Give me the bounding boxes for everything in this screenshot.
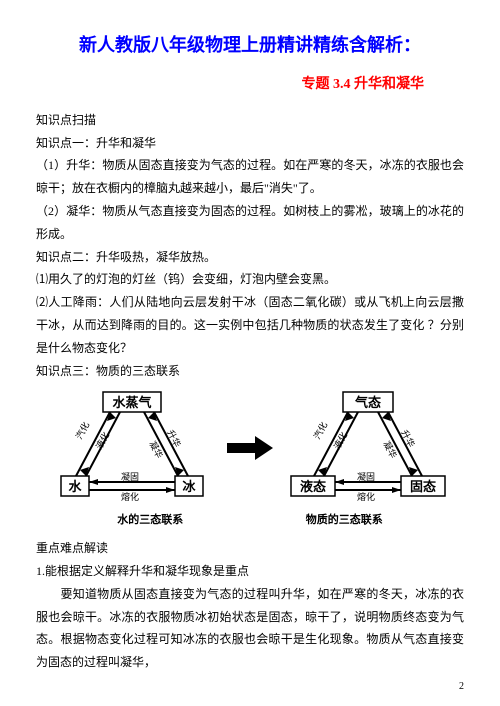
line2-0: 重点难点解读 <box>36 537 464 560</box>
svg-text:熔化: 熔化 <box>121 491 139 502</box>
line2-2: 要知道物质从固态直接变为气态的过程叫升华，如在严寒的冬天，冰冻的衣服也会晾干。冰… <box>36 583 464 674</box>
line-4: 知识点二：升华吸热，凝华放热。 <box>36 246 464 269</box>
arrow-right-icon <box>225 433 275 463</box>
svg-text:熔化: 熔化 <box>357 491 375 502</box>
svg-text:汽化: 汽化 <box>73 420 91 441</box>
doc-title: 新人教版八年级物理上册精讲精练含解析： <box>36 28 464 62</box>
node-br: 冰 <box>182 479 196 494</box>
svg-text:凝华: 凝华 <box>381 439 399 460</box>
line-2: （1）升华：物质从固态直接变为气态的过程。如在严寒的冬天，冰冻的衣服也会晾干；放… <box>36 154 464 200</box>
line-7: 知识点三：物质的三态联系 <box>36 360 464 383</box>
diagram-matter-states: 气态 液态 固态 汽化 液化 升华 凝华 凝固 熔化 <box>283 388 453 508</box>
svg-text:凝固: 凝固 <box>121 472 139 482</box>
node-bl: 液态 <box>300 479 326 494</box>
line-5: ⑴用久了的灯泡的灯丝（钨）会变细，灯泡内壁会变黑。 <box>36 268 464 291</box>
line-6: ⑵人工降雨：人们从陆地向云层发射干冰（固态二氧化碳）或从飞机上向云层撒干冰，从而… <box>36 291 464 359</box>
node-top: 气态 <box>355 395 381 410</box>
line-0: 知识点扫描 <box>36 109 464 132</box>
node-bl: 水 <box>68 479 82 494</box>
svg-text:凝固: 凝固 <box>357 472 375 482</box>
caption-left: 水的三态联系 <box>117 510 183 531</box>
svg-text:汽化: 汽化 <box>311 420 329 441</box>
doc-subtitle: 专题 3.4 升华和凝华 <box>36 72 464 99</box>
line2-1: 1.能根据定义解释升华和凝华现象是重点 <box>36 560 464 583</box>
node-top: 水蒸气 <box>112 395 151 410</box>
diagram-water-states: 水蒸气 水 冰 汽化 液化 升华 凝华 凝固 熔化 <box>47 388 217 508</box>
caption-right: 物质的三态联系 <box>306 510 383 531</box>
node-br: 固态 <box>410 479 436 494</box>
svg-text:凝华: 凝华 <box>147 439 165 460</box>
line-1: 知识点一：升华和凝华 <box>36 132 464 155</box>
diagram-captions: 水的三态联系 物质的三态联系 <box>36 510 464 531</box>
page-number: 2 <box>459 677 464 696</box>
line-3: （2）凝华：物质从气态直接变为固态的过程。如树枝上的雾凇，玻璃上的冰花的形成。 <box>36 200 464 246</box>
diagram-row: 水蒸气 水 冰 汽化 液化 升华 凝华 凝固 熔化 <box>36 388 464 508</box>
